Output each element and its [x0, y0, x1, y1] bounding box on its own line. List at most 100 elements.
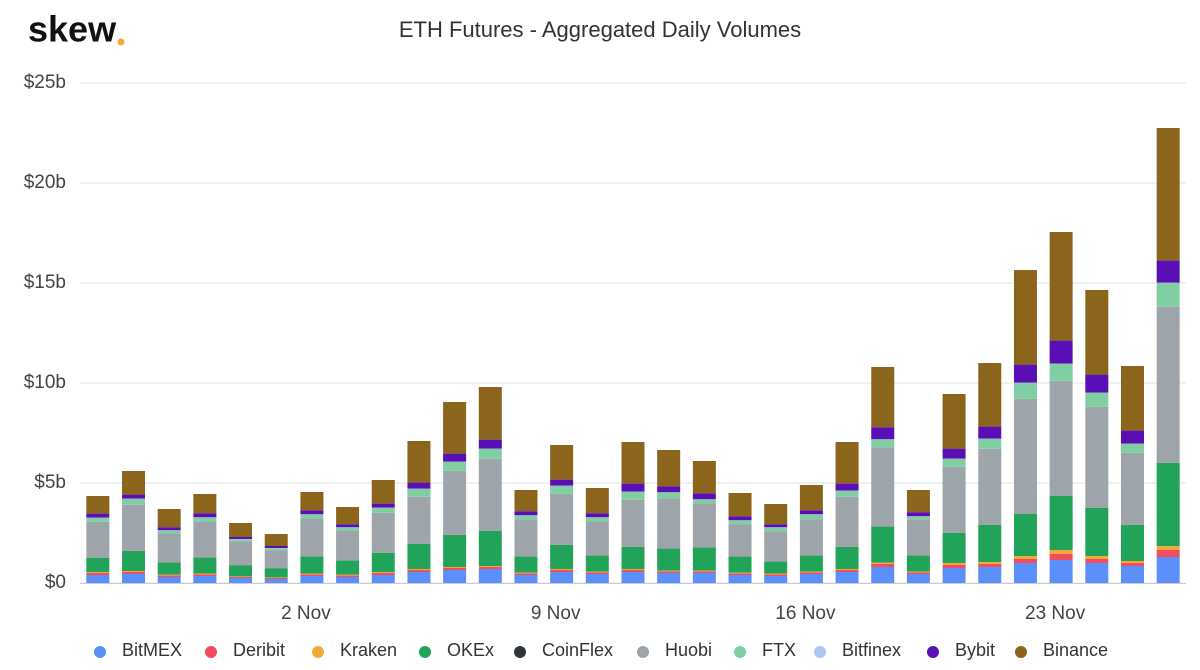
bar-segment	[193, 517, 217, 522]
bar-segment	[478, 448, 502, 459]
bar-segment	[799, 574, 823, 583]
bar-segment	[478, 531, 502, 566]
bar-segment	[193, 513, 217, 518]
bar-segment	[264, 578, 288, 579]
bar-segment	[407, 441, 431, 483]
bar-segment	[300, 574, 324, 576]
x-tick-label: 23 Nov	[1025, 603, 1086, 624]
bar-segment	[336, 527, 360, 531]
bar-segment	[942, 563, 966, 565]
bar-segment	[229, 537, 253, 539]
bar-segment	[157, 575, 181, 577]
bar-segment	[478, 439, 502, 449]
bar-segment	[336, 574, 360, 576]
bar-segment	[978, 562, 1002, 564]
bar-segment	[764, 573, 788, 575]
bar-segment	[550, 569, 574, 570]
bar-segment	[764, 574, 788, 576]
bar-segment	[1085, 559, 1109, 563]
bar-segment	[692, 570, 716, 572]
bar-segment	[193, 557, 217, 574]
bar-segment	[300, 576, 324, 583]
bar-segment	[193, 521, 217, 558]
bar-segment	[835, 569, 859, 570]
legend-marker	[94, 646, 106, 658]
bar-segment	[86, 496, 110, 514]
bar-segment	[1013, 364, 1037, 383]
bar-segment	[229, 523, 253, 537]
bar-segment	[1085, 374, 1109, 393]
bar-segment	[657, 498, 681, 549]
legend-label: Huobi	[665, 640, 712, 660]
bar-segment	[122, 498, 146, 505]
bar-segment	[122, 471, 146, 495]
bar-segment	[692, 547, 716, 571]
bar-segment	[336, 507, 360, 525]
bar-segment	[657, 571, 681, 573]
legend-marker	[637, 646, 649, 658]
bar-segment	[1156, 128, 1180, 261]
bar-segment	[728, 573, 752, 575]
bar-segment	[799, 555, 823, 572]
bar-segment	[621, 572, 645, 583]
bar-segment	[871, 439, 895, 448]
bar-segment	[193, 574, 217, 576]
bar-segment	[443, 567, 467, 568]
bar-segment	[1049, 380, 1073, 496]
bar-segment	[942, 533, 966, 563]
bar-segment	[371, 503, 395, 508]
bar-segment	[1120, 561, 1144, 563]
x-tick-label: 16 Nov	[775, 603, 836, 624]
bar-segment	[264, 548, 288, 551]
bar-segment	[585, 572, 609, 574]
bar-segment	[1085, 563, 1109, 583]
legend-marker	[312, 646, 324, 658]
bar-segment	[1013, 556, 1037, 559]
bar-segment	[157, 562, 181, 575]
bar-segment	[514, 575, 538, 583]
bar-segment	[657, 548, 681, 571]
bar-segment	[978, 448, 1002, 525]
bar-segment	[621, 570, 645, 572]
bar-segment	[122, 572, 146, 574]
bar-segment	[443, 461, 467, 471]
bar-segment	[621, 491, 645, 500]
bar-segment	[371, 573, 395, 575]
bar-segment	[835, 490, 859, 497]
bar-segment	[871, 447, 895, 527]
legend-label: Bitfinex	[842, 640, 901, 660]
bar-segment	[443, 453, 467, 462]
bar-segment	[764, 576, 788, 583]
bar-segment	[585, 521, 609, 556]
bar-segment	[1120, 430, 1144, 444]
bar-segment	[692, 499, 716, 504]
bar-segment	[621, 499, 645, 547]
bar-segment	[728, 572, 752, 574]
bar-segment	[550, 485, 574, 494]
bar-segment	[514, 572, 538, 574]
bar-segment	[906, 555, 930, 572]
bar-segment	[336, 575, 360, 577]
bar-segment	[692, 493, 716, 500]
bar-segment	[407, 572, 431, 583]
bar-segment	[1049, 363, 1073, 381]
bar-segment	[657, 573, 681, 583]
legend-marker	[1015, 646, 1027, 658]
bar-segment	[621, 569, 645, 570]
bar-segment	[193, 576, 217, 583]
bar-segment	[906, 572, 930, 574]
bar-segment	[1049, 554, 1073, 560]
bar-segment	[157, 574, 181, 576]
bar-segment	[799, 514, 823, 520]
bar-segment	[407, 569, 431, 570]
bar-segment	[585, 555, 609, 572]
bar-segment	[835, 547, 859, 569]
bar-segment	[1013, 270, 1037, 365]
bar-segment	[86, 558, 110, 572]
bar-segment	[514, 515, 538, 520]
bar-segment	[264, 546, 288, 548]
legend-label: BitMEX	[122, 640, 182, 660]
bar-segment	[1156, 306, 1180, 463]
bar-segment	[371, 572, 395, 573]
bar-segment	[371, 512, 395, 553]
